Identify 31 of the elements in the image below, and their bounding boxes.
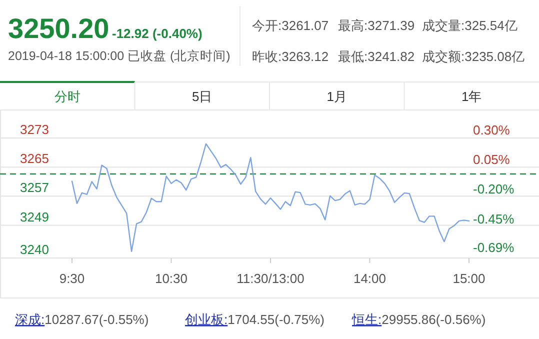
x-tick-label: 11:30/13:00 <box>236 271 304 286</box>
y-tick-label: 3249 <box>20 209 49 224</box>
text: 深成:10287.67(-0.55%) <box>15 312 149 327</box>
x-tick-label: 15:00 <box>452 271 486 286</box>
y2-tick-label: -0.69% <box>473 240 515 255</box>
text: 分时 <box>54 89 80 104</box>
x-tick-label: 14:00 <box>353 271 386 286</box>
text: 最低:3241.82 <box>338 49 415 64</box>
text: 2019-04-18 15:00:00 已收盘 (北京时间) <box>8 49 230 63</box>
y2-tick-label: 0.05% <box>473 152 510 167</box>
text: 恒生:29955.86(-0.56%) <box>351 312 486 327</box>
text: 1年 <box>462 89 482 104</box>
y2-tick-label: 0.30% <box>473 122 510 138</box>
text: 昨收:3263.12 <box>252 49 329 64</box>
x-tick-label: 10:30 <box>154 271 188 286</box>
y2-tick-label: -0.45% <box>473 211 515 226</box>
text: 最高:3271.39 <box>338 18 415 33</box>
text: 成交额:3235.08亿 <box>422 49 525 64</box>
y-tick-label: 3240 <box>20 242 49 257</box>
chart-title: 3250.20 <box>8 13 110 44</box>
text: 今开:3261.07 <box>252 18 329 33</box>
chart-subtitle: -12.92 (-0.40%) <box>112 26 202 41</box>
y2-tick-label: -0.20% <box>473 182 515 197</box>
x-tick-label: 9:30 <box>59 271 85 286</box>
text: 5日 <box>192 89 212 104</box>
y-tick-label: 3273 <box>20 122 49 137</box>
text: 创业板:1704.55(-0.75%) <box>185 312 324 327</box>
y-tick-label: 3265 <box>20 151 49 166</box>
text: 成交量:325.54亿 <box>422 18 518 33</box>
y-tick-label: 3257 <box>20 180 49 196</box>
text: 1月 <box>326 89 347 104</box>
